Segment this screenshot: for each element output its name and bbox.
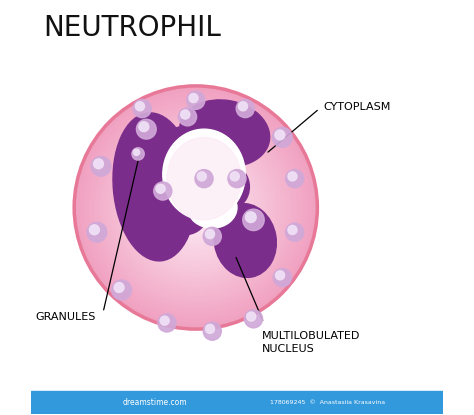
Circle shape	[181, 192, 211, 223]
Text: GRANULES: GRANULES	[35, 312, 95, 322]
Circle shape	[99, 110, 293, 305]
Circle shape	[187, 198, 205, 217]
Circle shape	[245, 310, 263, 328]
Circle shape	[126, 138, 266, 277]
Circle shape	[158, 314, 176, 332]
Circle shape	[179, 108, 197, 126]
Circle shape	[95, 107, 296, 308]
Circle shape	[286, 223, 304, 241]
Circle shape	[80, 92, 311, 323]
Circle shape	[156, 168, 235, 247]
Circle shape	[90, 225, 100, 235]
Circle shape	[246, 312, 256, 321]
Circle shape	[228, 170, 246, 188]
Circle shape	[139, 122, 149, 132]
Circle shape	[120, 132, 272, 283]
Circle shape	[288, 225, 297, 234]
Circle shape	[132, 144, 260, 271]
Circle shape	[123, 134, 269, 281]
Circle shape	[74, 86, 318, 329]
Circle shape	[203, 322, 221, 340]
Circle shape	[160, 316, 169, 325]
Circle shape	[153, 165, 238, 250]
Ellipse shape	[167, 127, 208, 156]
Circle shape	[108, 120, 284, 295]
Circle shape	[129, 141, 263, 274]
Circle shape	[137, 119, 156, 139]
Circle shape	[132, 148, 144, 160]
Circle shape	[83, 95, 308, 320]
Circle shape	[147, 159, 245, 256]
Ellipse shape	[188, 187, 237, 228]
Circle shape	[86, 98, 305, 317]
Circle shape	[93, 159, 103, 169]
Ellipse shape	[169, 205, 206, 234]
Circle shape	[133, 149, 140, 156]
Circle shape	[238, 102, 247, 111]
Ellipse shape	[214, 203, 276, 277]
Circle shape	[181, 110, 190, 119]
Circle shape	[90, 101, 302, 314]
Circle shape	[91, 156, 111, 176]
Circle shape	[141, 153, 250, 262]
Circle shape	[275, 271, 284, 280]
Circle shape	[77, 89, 314, 326]
Circle shape	[178, 189, 214, 226]
Circle shape	[159, 171, 232, 244]
Circle shape	[183, 195, 208, 220]
Ellipse shape	[163, 129, 245, 220]
Circle shape	[273, 269, 292, 287]
Text: NEUTROPHIL: NEUTROPHIL	[43, 14, 221, 42]
Circle shape	[172, 183, 220, 232]
Circle shape	[138, 150, 254, 265]
Circle shape	[288, 172, 297, 181]
Circle shape	[168, 180, 223, 235]
Circle shape	[190, 201, 202, 214]
Text: 178069245  ©  Anastasiia Krasavina: 178069245 © Anastasiia Krasavina	[270, 400, 385, 405]
Ellipse shape	[217, 166, 249, 208]
Circle shape	[114, 283, 124, 293]
Circle shape	[197, 172, 206, 181]
Circle shape	[174, 186, 217, 229]
Circle shape	[243, 209, 264, 231]
Ellipse shape	[113, 113, 196, 261]
Circle shape	[205, 229, 215, 239]
Circle shape	[246, 212, 256, 222]
Circle shape	[203, 227, 221, 245]
Circle shape	[101, 113, 290, 302]
Circle shape	[133, 100, 151, 117]
Circle shape	[189, 93, 198, 103]
Circle shape	[236, 100, 255, 117]
Text: dreamstime.com: dreamstime.com	[122, 398, 187, 407]
Ellipse shape	[180, 100, 270, 167]
Ellipse shape	[167, 137, 241, 220]
Circle shape	[136, 102, 145, 111]
Bar	[31, 391, 443, 414]
Circle shape	[114, 125, 278, 290]
Circle shape	[193, 205, 199, 210]
Circle shape	[156, 184, 165, 193]
Circle shape	[286, 170, 304, 188]
Circle shape	[275, 130, 285, 140]
Text: CYTOPLASM: CYTOPLASM	[324, 102, 391, 112]
Circle shape	[154, 182, 172, 200]
Circle shape	[87, 222, 107, 242]
Circle shape	[205, 325, 215, 333]
Circle shape	[144, 156, 247, 259]
Circle shape	[150, 162, 241, 253]
Circle shape	[162, 174, 229, 241]
Circle shape	[112, 280, 131, 300]
Circle shape	[273, 127, 292, 147]
Circle shape	[165, 177, 226, 238]
Circle shape	[187, 91, 205, 110]
Circle shape	[110, 122, 281, 293]
Circle shape	[230, 172, 239, 181]
Circle shape	[195, 170, 213, 188]
Circle shape	[135, 146, 256, 269]
Circle shape	[92, 104, 299, 311]
Circle shape	[105, 116, 287, 299]
Text: MULTILOBULATED
NUCLEUS: MULTILOBULATED NUCLEUS	[262, 331, 360, 354]
Circle shape	[117, 129, 275, 286]
